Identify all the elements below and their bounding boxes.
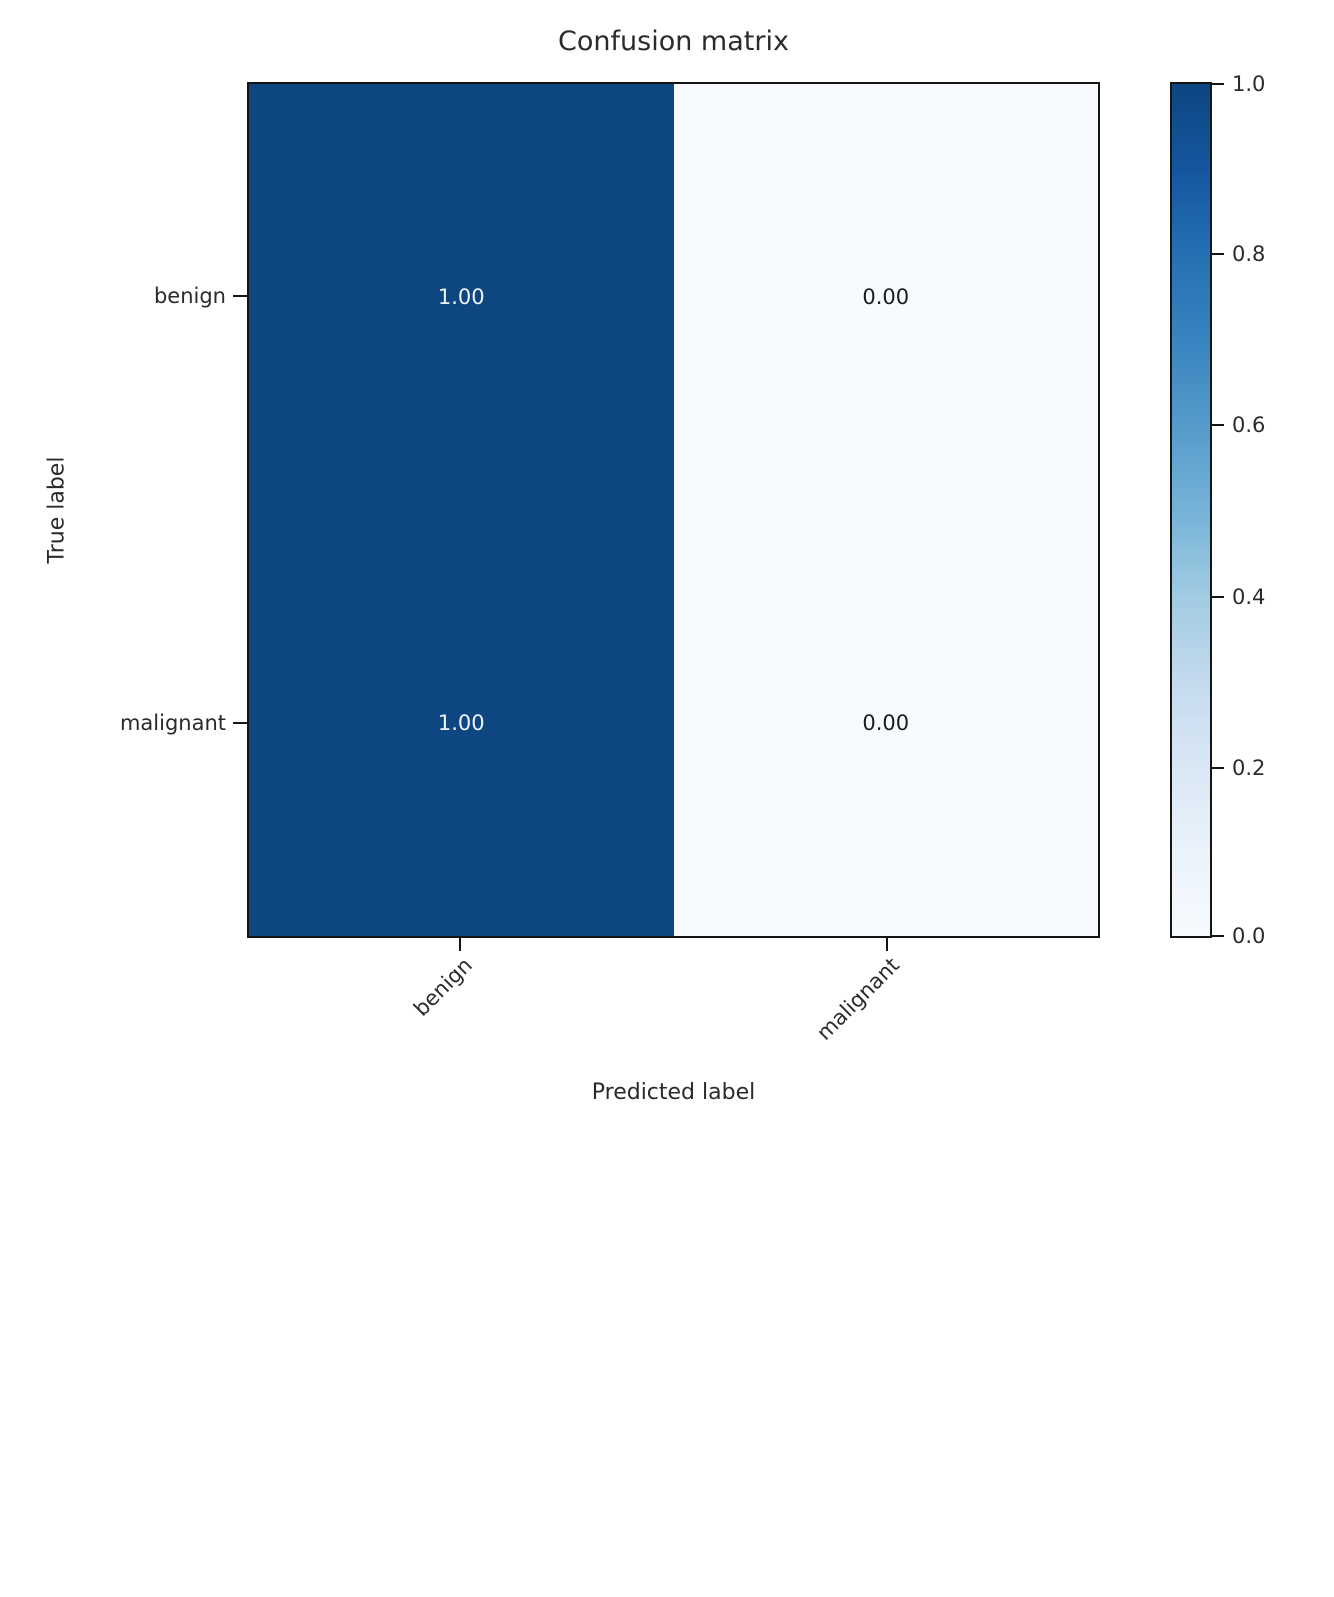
x-tick-label-malignant: malignant [812, 953, 904, 1045]
confusion-matrix-heatmap: 1.00 0.00 1.00 0.00 [247, 82, 1100, 938]
colorbar-tick-label: 0.0 [1232, 924, 1266, 948]
y-tick-label-benign: benign [153, 284, 226, 308]
y-axis-label: True label [44, 456, 70, 564]
heatmap-cell-benign-benign: 1.00 [249, 84, 674, 510]
cell-value: 0.00 [862, 285, 910, 309]
colorbar-tick-label: 1.0 [1232, 72, 1266, 96]
colorbar-tick-mark [1212, 253, 1224, 255]
chart-title: Confusion matrix [558, 26, 789, 57]
y-tick-label-malignant: malignant [119, 711, 226, 735]
x-tick-mark [886, 938, 888, 951]
colorbar-tick-label: 0.6 [1232, 413, 1266, 437]
x-tick-label-benign: benign [409, 953, 477, 1021]
heatmap-cell-benign-malignant: 0.00 [673, 84, 1098, 510]
x-axis-label: Predicted label [591, 1080, 756, 1105]
cell-value: 1.00 [437, 285, 485, 309]
cell-value: 1.00 [437, 711, 485, 735]
colorbar-tick-mark [1212, 83, 1224, 85]
colorbar-tick-mark [1212, 767, 1224, 769]
heatmap-cell-malignant-malignant: 0.00 [673, 510, 1098, 936]
y-tick-mark [233, 722, 247, 724]
y-tick-mark [233, 295, 247, 297]
colorbar-tick-label: 0.4 [1232, 585, 1266, 609]
colorbar-tick-label: 0.8 [1232, 242, 1266, 266]
x-tick-mark [459, 938, 461, 951]
heatmap-cell-malignant-benign: 1.00 [249, 510, 674, 936]
colorbar-tick-mark [1212, 596, 1224, 598]
cell-value: 0.00 [862, 711, 910, 735]
colorbar-gradient [1170, 82, 1212, 938]
colorbar-tick-label: 0.2 [1232, 756, 1266, 780]
colorbar-tick-mark [1212, 935, 1224, 937]
colorbar-tick-mark [1212, 424, 1224, 426]
